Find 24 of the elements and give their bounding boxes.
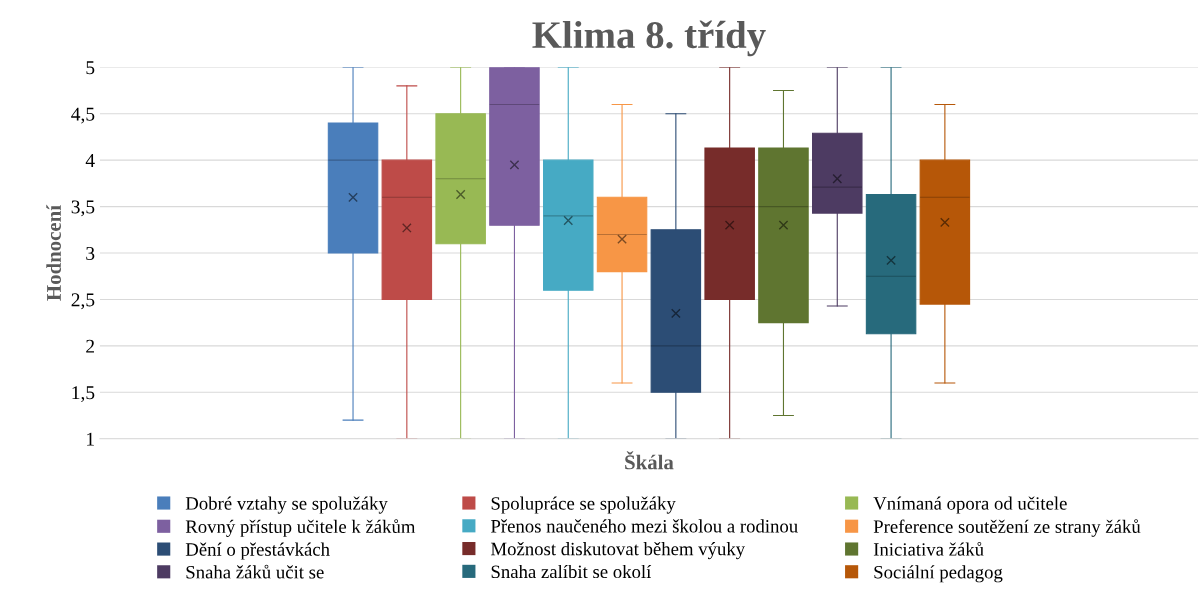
legend-label: Spolupráce se spolužáky <box>491 496 676 514</box>
y-tick-label: 1,5 <box>72 386 95 403</box>
legend-label: Sociální pedagog <box>874 565 1003 583</box>
legend-label: Přenos naučeného mezi školou a rodinou <box>490 519 798 533</box>
legend-label: Snaha zalíbit se okolí <box>491 564 652 579</box>
chart-title: Klima 8. třídy <box>532 20 766 57</box>
x-axis-title: Škála <box>625 451 674 470</box>
legend-label: Snaha žáků učit se <box>186 564 324 579</box>
y-tick-label: 5 <box>86 61 95 75</box>
legend-label: Rovný přístup učitele k žákům <box>185 519 416 537</box>
legend-label: Vnímaná opora od učitele <box>873 496 1067 514</box>
y-tick-label: 3 <box>86 246 95 260</box>
legend-label: Preference soutěžení ze strany žáků <box>873 519 1141 537</box>
y-axis-title: Hodnocení <box>46 204 61 301</box>
legend-label: Dění o přestávkách <box>185 542 330 560</box>
y-tick-label: 4 <box>85 154 95 167</box>
legend-label: Dobré vztahy se spolužáky <box>185 496 388 514</box>
y-tick-label: 2,5 <box>71 293 95 310</box>
legend-label: Možnost diskutovat během výuky <box>490 542 746 560</box>
y-tick-label: 4,5 <box>71 107 95 124</box>
y-tick-label: 2 <box>86 339 94 353</box>
legend-label: Iniciativa žáků <box>873 542 984 556</box>
y-tick-label: 1 <box>87 432 94 446</box>
y-tick-label: 3,5 <box>71 200 95 217</box>
